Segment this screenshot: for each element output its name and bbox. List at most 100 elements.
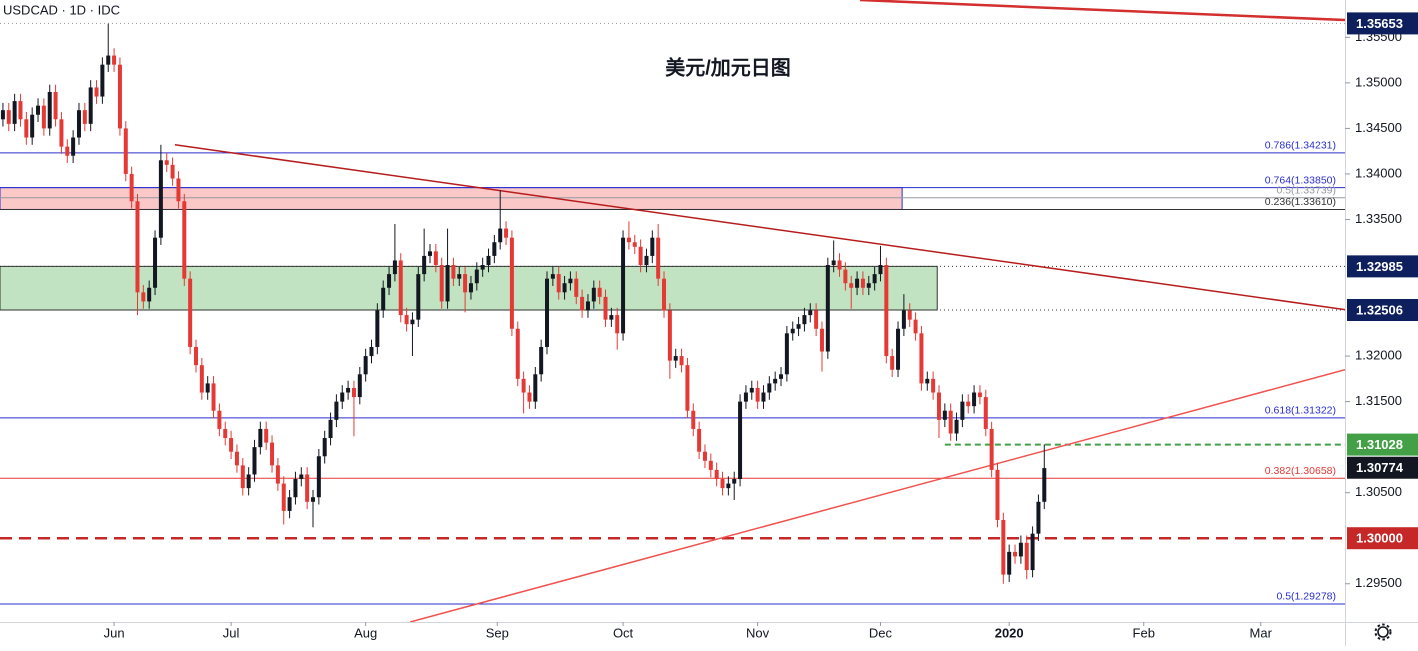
- candle-body: [977, 392, 982, 398]
- candle-body: [474, 269, 479, 284]
- candle-body: [357, 374, 362, 398]
- candle-body: [562, 283, 567, 293]
- candle-body: [270, 442, 275, 466]
- candle-body: [211, 383, 216, 411]
- x-tick-label: Feb: [1133, 625, 1155, 640]
- candle-body: [428, 251, 433, 256]
- candle-body: [621, 237, 626, 334]
- gear-teeth[interactable]: [1374, 623, 1392, 641]
- candle-body: [47, 91, 52, 129]
- candle-body: [30, 114, 35, 138]
- fib-label: 0.618(1.31322): [1265, 405, 1336, 417]
- candle-body: [849, 283, 854, 288]
- candle-body: [1001, 520, 1006, 575]
- fib-label: 0.786(1.34231): [1265, 140, 1336, 152]
- y-tick-label: 1.34500: [1355, 120, 1402, 135]
- candle-body: [720, 479, 725, 489]
- candle-body: [346, 387, 351, 393]
- candle-body: [825, 265, 830, 352]
- candle-body: [36, 105, 41, 115]
- candle-body: [205, 383, 210, 393]
- candle-body: [597, 287, 602, 297]
- candle-body: [983, 397, 988, 429]
- trend-line: [174, 144, 1345, 311]
- candle-body: [767, 383, 772, 393]
- candle-body: [527, 392, 532, 402]
- candle-body: [82, 110, 87, 124]
- price-tag-label: 1.31028: [1356, 437, 1403, 452]
- candle-body: [53, 91, 58, 120]
- candle-body: [796, 324, 801, 329]
- candle-body: [94, 87, 99, 97]
- candle-body: [410, 319, 415, 325]
- candle-body: [802, 315, 807, 325]
- fib-label: 0.5(1.29278): [1276, 591, 1336, 603]
- candle-body: [784, 333, 789, 375]
- price-tag: [1347, 433, 1418, 456]
- candle-body: [112, 55, 117, 65]
- candle-body: [697, 428, 702, 452]
- candle-body: [6, 110, 11, 124]
- candle-body: [65, 146, 70, 156]
- candle-body: [76, 110, 81, 138]
- candle-body: [779, 374, 784, 379]
- candle-body: [264, 428, 269, 443]
- candle-body: [702, 451, 707, 461]
- candle-body: [240, 465, 245, 489]
- candle-body: [170, 164, 175, 179]
- candle-body: [872, 274, 877, 284]
- price-tag: [1347, 456, 1418, 479]
- candle-body: [398, 260, 403, 316]
- candle-body: [422, 255, 427, 275]
- candle-body: [12, 101, 17, 124]
- candle-body: [182, 201, 187, 279]
- candle-body: [88, 87, 93, 124]
- candle-body: [193, 346, 198, 366]
- candle-body: [884, 265, 889, 357]
- candle-body: [966, 401, 971, 407]
- price-tag-label: 1.35653: [1356, 16, 1403, 31]
- candle-body: [293, 479, 298, 498]
- candle-body: [275, 465, 280, 484]
- x-tick-label: Oct: [613, 625, 634, 640]
- candle-body: [480, 265, 485, 270]
- fib-label: 0.236(1.33610): [1265, 196, 1336, 208]
- candle-body: [310, 497, 315, 502]
- candle-body: [931, 378, 936, 393]
- candle-body: [860, 278, 865, 288]
- candle-body: [252, 447, 257, 475]
- candle-body: [217, 410, 222, 429]
- y-tick-label: 1.33500: [1355, 211, 1402, 226]
- candle-body: [492, 242, 497, 256]
- candle-body: [878, 265, 883, 275]
- gear-ring[interactable]: [1377, 626, 1389, 638]
- chart-title: 美元/加元日图: [665, 55, 791, 79]
- candle-body: [117, 64, 122, 129]
- settings-icon[interactable]: [1374, 623, 1392, 641]
- zone: [0, 187, 903, 210]
- candle-body: [24, 119, 29, 138]
- candle-body: [919, 333, 924, 384]
- y-tick-label: 1.29500: [1355, 575, 1402, 590]
- x-tick-label: Aug: [354, 625, 377, 640]
- candle-body: [287, 497, 292, 511]
- candle-body: [609, 315, 614, 320]
- zone: [0, 265, 938, 311]
- candle-body: [433, 251, 438, 266]
- price-tag: [1347, 527, 1418, 550]
- candle-body: [819, 328, 824, 352]
- candle-body: [322, 438, 327, 457]
- candle-body: [1030, 533, 1035, 571]
- candle-body: [685, 365, 690, 411]
- candle-body: [199, 365, 204, 393]
- candle-body: [1018, 542, 1023, 557]
- candle-body: [363, 356, 368, 375]
- price-tag-label: 1.30000: [1356, 531, 1403, 546]
- candle-body: [831, 260, 836, 266]
- candle-body: [907, 310, 912, 320]
- candle-body: [334, 401, 339, 420]
- candle-body: [936, 392, 941, 420]
- candle-body: [632, 242, 637, 247]
- fib-label: 0.764(1.33850): [1265, 174, 1336, 186]
- candle-body: [673, 356, 678, 361]
